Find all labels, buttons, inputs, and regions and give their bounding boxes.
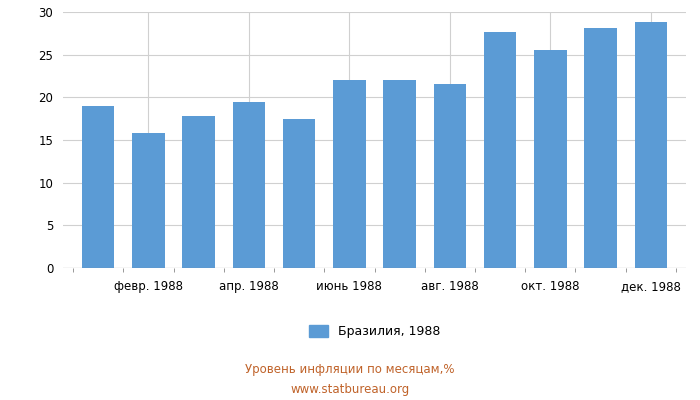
Legend: Бразилия, 1988: Бразилия, 1988 [304, 320, 445, 343]
Text: Уровень инфляции по месяцам,%: Уровень инфляции по месяцам,% [245, 364, 455, 376]
Bar [82, 106, 115, 268]
Bar [634, 22, 667, 268]
Bar [182, 116, 215, 268]
Bar [283, 119, 316, 268]
Bar [232, 102, 265, 268]
Bar [433, 84, 466, 268]
Bar [384, 80, 416, 268]
Bar [132, 133, 164, 268]
Text: www.statbureau.org: www.statbureau.org [290, 384, 410, 396]
Bar [484, 32, 517, 268]
Bar [584, 28, 617, 268]
Bar [534, 50, 567, 268]
Bar [333, 80, 365, 268]
